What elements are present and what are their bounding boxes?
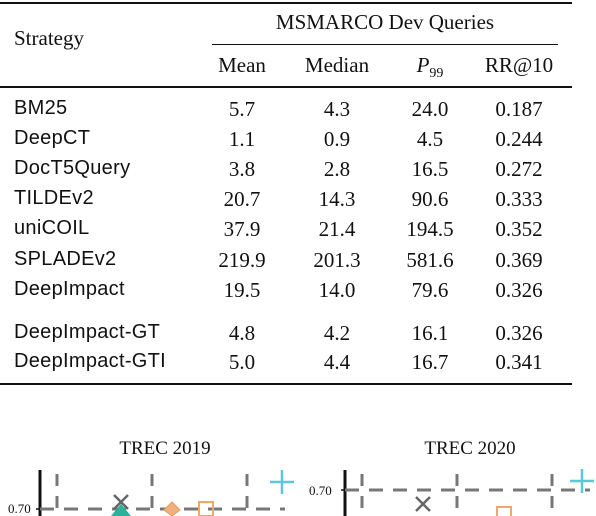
row-median: 0.9 <box>323 127 351 151</box>
table-row: TILDEv2 20.7 14.3 90.6 0.333 <box>0 187 572 217</box>
plot-title-left: TREC 2019 <box>119 438 211 459</box>
row-median: 4.4 <box>323 350 351 374</box>
row-rr10: 0.272 <box>495 157 543 181</box>
row-p99: 581.6 <box>406 248 454 272</box>
row-median: 4.2 <box>323 321 351 345</box>
plot-right: 0.70 <box>309 469 594 516</box>
table-row: BM25 5.7 4.3 24.0 0.187 <box>0 97 572 127</box>
row-strategy: DeepImpact-GT <box>14 321 161 343</box>
plot-title-right: TREC 2020 <box>424 438 516 459</box>
x-marker-right <box>415 496 431 512</box>
row-median: 14.3 <box>318 187 356 211</box>
table-row: DeepImpact-GTI 5.0 4.4 16.7 0.341 <box>0 350 572 380</box>
diamond-marker-left <box>163 501 181 516</box>
plus-marker-right <box>570 469 594 493</box>
y-tick-label-left: 0.70 <box>8 501 31 516</box>
p99-main: P <box>416 53 430 77</box>
table-row: DocT5Query 3.8 2.8 16.5 0.272 <box>0 157 572 187</box>
bottom-rule <box>0 383 572 385</box>
table-row: DeepImpact-GT 4.8 4.2 16.1 0.326 <box>0 321 572 351</box>
col-header-p99: P99 <box>400 53 460 81</box>
row-median: 21.4 <box>318 217 356 241</box>
top-rule <box>0 2 572 4</box>
row-median: 2.8 <box>323 157 351 181</box>
row-mean: 37.9 <box>223 217 261 241</box>
square-marker-left <box>198 501 214 516</box>
table-row: SPLADEv2 219.9 201.3 581.6 0.369 <box>0 248 572 278</box>
row-rr10: 0.187 <box>495 97 543 121</box>
row-mean: 5.7 <box>228 97 256 121</box>
row-p99: 79.6 <box>411 278 449 302</box>
row-rr10: 0.326 <box>495 321 543 345</box>
y-tick-label-right: 0.70 <box>309 483 332 498</box>
row-p99: 4.5 <box>416 127 444 151</box>
plot-left: 0.70 <box>8 470 294 516</box>
group-header: MSMARCO Dev Queries <box>275 10 495 34</box>
row-strategy: DeepImpact <box>14 278 125 300</box>
col-header-mean: Mean <box>218 53 266 77</box>
row-mean: 3.8 <box>228 157 256 181</box>
row-strategy: TILDEv2 <box>14 187 94 209</box>
col-header-median: Median <box>304 53 370 77</box>
row-mean: 19.5 <box>223 278 261 302</box>
row-p99: 194.5 <box>406 217 454 241</box>
row-rr10: 0.244 <box>495 127 543 151</box>
row-strategy: SPLADEv2 <box>14 248 117 270</box>
strategy-header: Strategy <box>14 26 84 50</box>
x-marker-left <box>113 494 129 510</box>
row-rr10: 0.326 <box>495 278 543 302</box>
table-row: DeepCT 1.1 0.9 4.5 0.244 <box>0 127 572 157</box>
row-rr10: 0.341 <box>495 350 543 374</box>
row-p99: 24.0 <box>411 97 449 121</box>
group-underline <box>212 44 558 45</box>
row-p99: 16.5 <box>411 157 449 181</box>
row-p99: 16.1 <box>411 321 449 345</box>
col-header-rr10: RR@10 <box>484 53 554 77</box>
row-strategy: DocT5Query <box>14 157 131 179</box>
square-marker-right <box>496 506 512 516</box>
row-mean: 219.9 <box>218 248 266 272</box>
row-mean: 5.0 <box>228 350 256 374</box>
row-rr10: 0.369 <box>495 248 543 272</box>
p99-sub: 99 <box>429 66 444 81</box>
header-rule <box>0 86 572 88</box>
plots-strip: 0.70 0.70 <box>8 469 594 516</box>
triangle-marker-left <box>111 504 131 516</box>
row-p99: 90.6 <box>411 187 449 211</box>
row-median: 14.0 <box>318 278 356 302</box>
table-row: DeepImpact 19.5 14.0 79.6 0.326 <box>0 278 572 308</box>
row-rr10: 0.352 <box>495 217 543 241</box>
table-row: uniCOIL 37.9 21.4 194.5 0.352 <box>0 217 572 247</box>
plus-marker-left <box>270 470 294 494</box>
row-p99: 16.7 <box>411 350 449 374</box>
row-median: 201.3 <box>313 248 361 272</box>
row-strategy: uniCOIL <box>14 217 90 239</box>
row-strategy: DeepImpact-GTI <box>14 350 167 372</box>
row-strategy: BM25 <box>14 97 68 119</box>
row-mean: 20.7 <box>223 187 261 211</box>
row-median: 4.3 <box>323 97 351 121</box>
row-rr10: 0.333 <box>495 187 543 211</box>
row-mean: 4.8 <box>228 321 256 345</box>
row-mean: 1.1 <box>228 127 256 151</box>
row-strategy: DeepCT <box>14 127 91 149</box>
